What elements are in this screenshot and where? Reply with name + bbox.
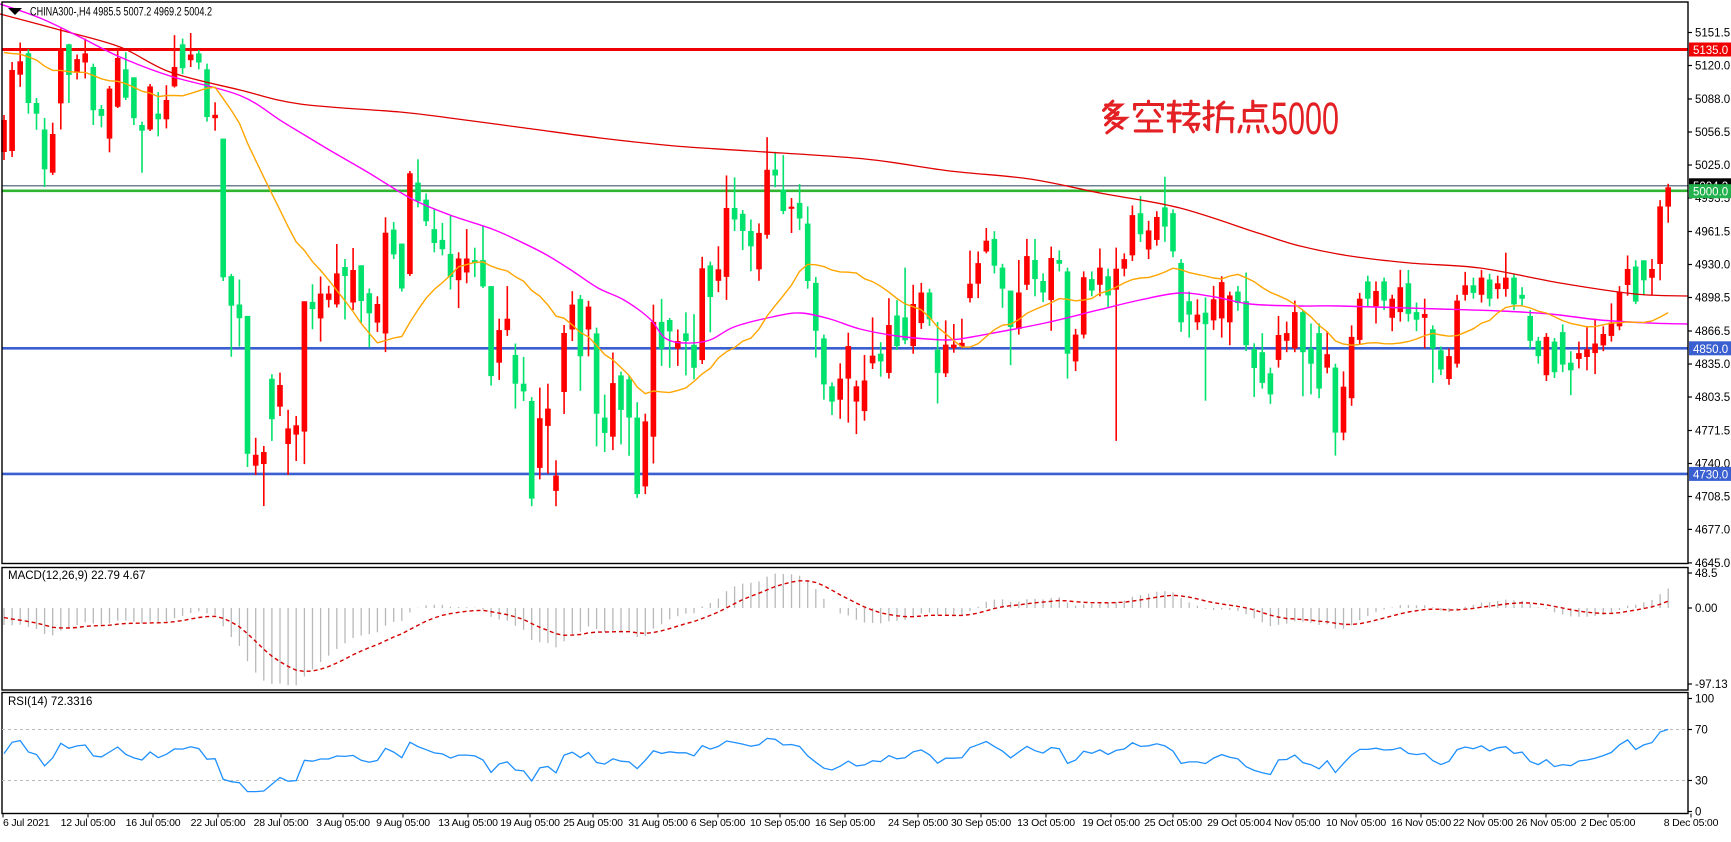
svg-text:4730.0: 4730.0 — [1693, 469, 1728, 481]
svg-text:16 Jul 05:00: 16 Jul 05:00 — [126, 817, 181, 829]
svg-text:0.00: 0.00 — [1695, 603, 1717, 615]
svg-text:30 Sep 05:00: 30 Sep 05:00 — [951, 817, 1011, 829]
svg-text:10 Nov 05:00: 10 Nov 05:00 — [1326, 817, 1386, 829]
svg-text:48.5: 48.5 — [1695, 568, 1717, 580]
svg-text:4835.0: 4835.0 — [1695, 359, 1730, 371]
svg-text:70: 70 — [1695, 725, 1708, 737]
svg-text:MACD(12,26,9) 22.79 4.67: MACD(12,26,9) 22.79 4.67 — [8, 570, 145, 582]
svg-text:5120.0: 5120.0 — [1695, 61, 1730, 73]
svg-text:28 Jul 05:00: 28 Jul 05:00 — [254, 817, 309, 829]
svg-text:RSI(14) 72.3316: RSI(14) 72.3316 — [8, 696, 92, 708]
svg-text:5025.0: 5025.0 — [1695, 160, 1730, 172]
svg-text:5135.0: 5135.0 — [1693, 45, 1728, 57]
svg-text:26 Nov 05:00: 26 Nov 05:00 — [1516, 817, 1576, 829]
svg-text:4 Nov 05:00: 4 Nov 05:00 — [1266, 817, 1321, 829]
svg-text:19 Aug 05:00: 19 Aug 05:00 — [500, 817, 560, 829]
svg-text:4930.0: 4930.0 — [1695, 260, 1730, 272]
svg-text:16 Sep 05:00: 16 Sep 05:00 — [815, 817, 875, 829]
svg-text:CHINA300-,H4 4985.5 5007.2 49: CHINA300-,H4 4985.5 5007.2 4969.2 5004.2 — [30, 7, 212, 19]
svg-text:4898.5: 4898.5 — [1695, 293, 1730, 305]
svg-text:25 Aug 05:00: 25 Aug 05:00 — [563, 817, 623, 829]
svg-text:4961.5: 4961.5 — [1695, 227, 1730, 239]
svg-text:4708.5: 4708.5 — [1695, 492, 1730, 504]
svg-text:29 Oct 05:00: 29 Oct 05:00 — [1207, 817, 1265, 829]
svg-text:0: 0 — [1695, 807, 1701, 819]
svg-text:100: 100 — [1695, 694, 1714, 706]
svg-text:4850.0: 4850.0 — [1693, 344, 1728, 356]
svg-text:5088.0: 5088.0 — [1695, 94, 1730, 106]
svg-text:3 Aug 05:00: 3 Aug 05:00 — [316, 817, 370, 829]
svg-text:4645.0: 4645.0 — [1695, 558, 1730, 570]
svg-text:8 Dec 05:00: 8 Dec 05:00 — [1664, 817, 1719, 829]
svg-text:5000: 5000 — [1271, 93, 1339, 144]
svg-text:10 Sep 05:00: 10 Sep 05:00 — [750, 817, 810, 829]
svg-text:6 Jul 2021: 6 Jul 2021 — [3, 817, 50, 829]
svg-text:5151.5: 5151.5 — [1695, 28, 1730, 40]
svg-text:4803.5: 4803.5 — [1695, 392, 1730, 404]
svg-text:13 Oct 05:00: 13 Oct 05:00 — [1017, 817, 1075, 829]
svg-text:31 Aug 05:00: 31 Aug 05:00 — [628, 817, 688, 829]
svg-text:9 Aug 05:00: 9 Aug 05:00 — [376, 817, 430, 829]
svg-text:4866.5: 4866.5 — [1695, 326, 1730, 338]
svg-text:30: 30 — [1695, 776, 1708, 788]
svg-text:4677.0: 4677.0 — [1695, 524, 1730, 536]
svg-text:2 Dec 05:00: 2 Dec 05:00 — [1581, 817, 1636, 829]
svg-text:24 Sep 05:00: 24 Sep 05:00 — [888, 817, 948, 829]
svg-text:4771.5: 4771.5 — [1695, 426, 1730, 438]
svg-text:22 Jul 05:00: 22 Jul 05:00 — [191, 817, 246, 829]
svg-text:6 Sep 05:00: 6 Sep 05:00 — [691, 817, 746, 829]
svg-text:22 Nov 05:00: 22 Nov 05:00 — [1453, 817, 1513, 829]
svg-text:12 Jul 05:00: 12 Jul 05:00 — [61, 817, 116, 829]
svg-text:13 Aug 05:00: 13 Aug 05:00 — [438, 817, 498, 829]
svg-text:25 Oct 05:00: 25 Oct 05:00 — [1144, 817, 1202, 829]
svg-text:19 Oct 05:00: 19 Oct 05:00 — [1082, 817, 1140, 829]
svg-text:5056.5: 5056.5 — [1695, 127, 1730, 139]
svg-text:-97.13: -97.13 — [1695, 679, 1728, 691]
svg-text:16 Nov 05:00: 16 Nov 05:00 — [1391, 817, 1451, 829]
svg-text:5000.0: 5000.0 — [1693, 187, 1728, 199]
